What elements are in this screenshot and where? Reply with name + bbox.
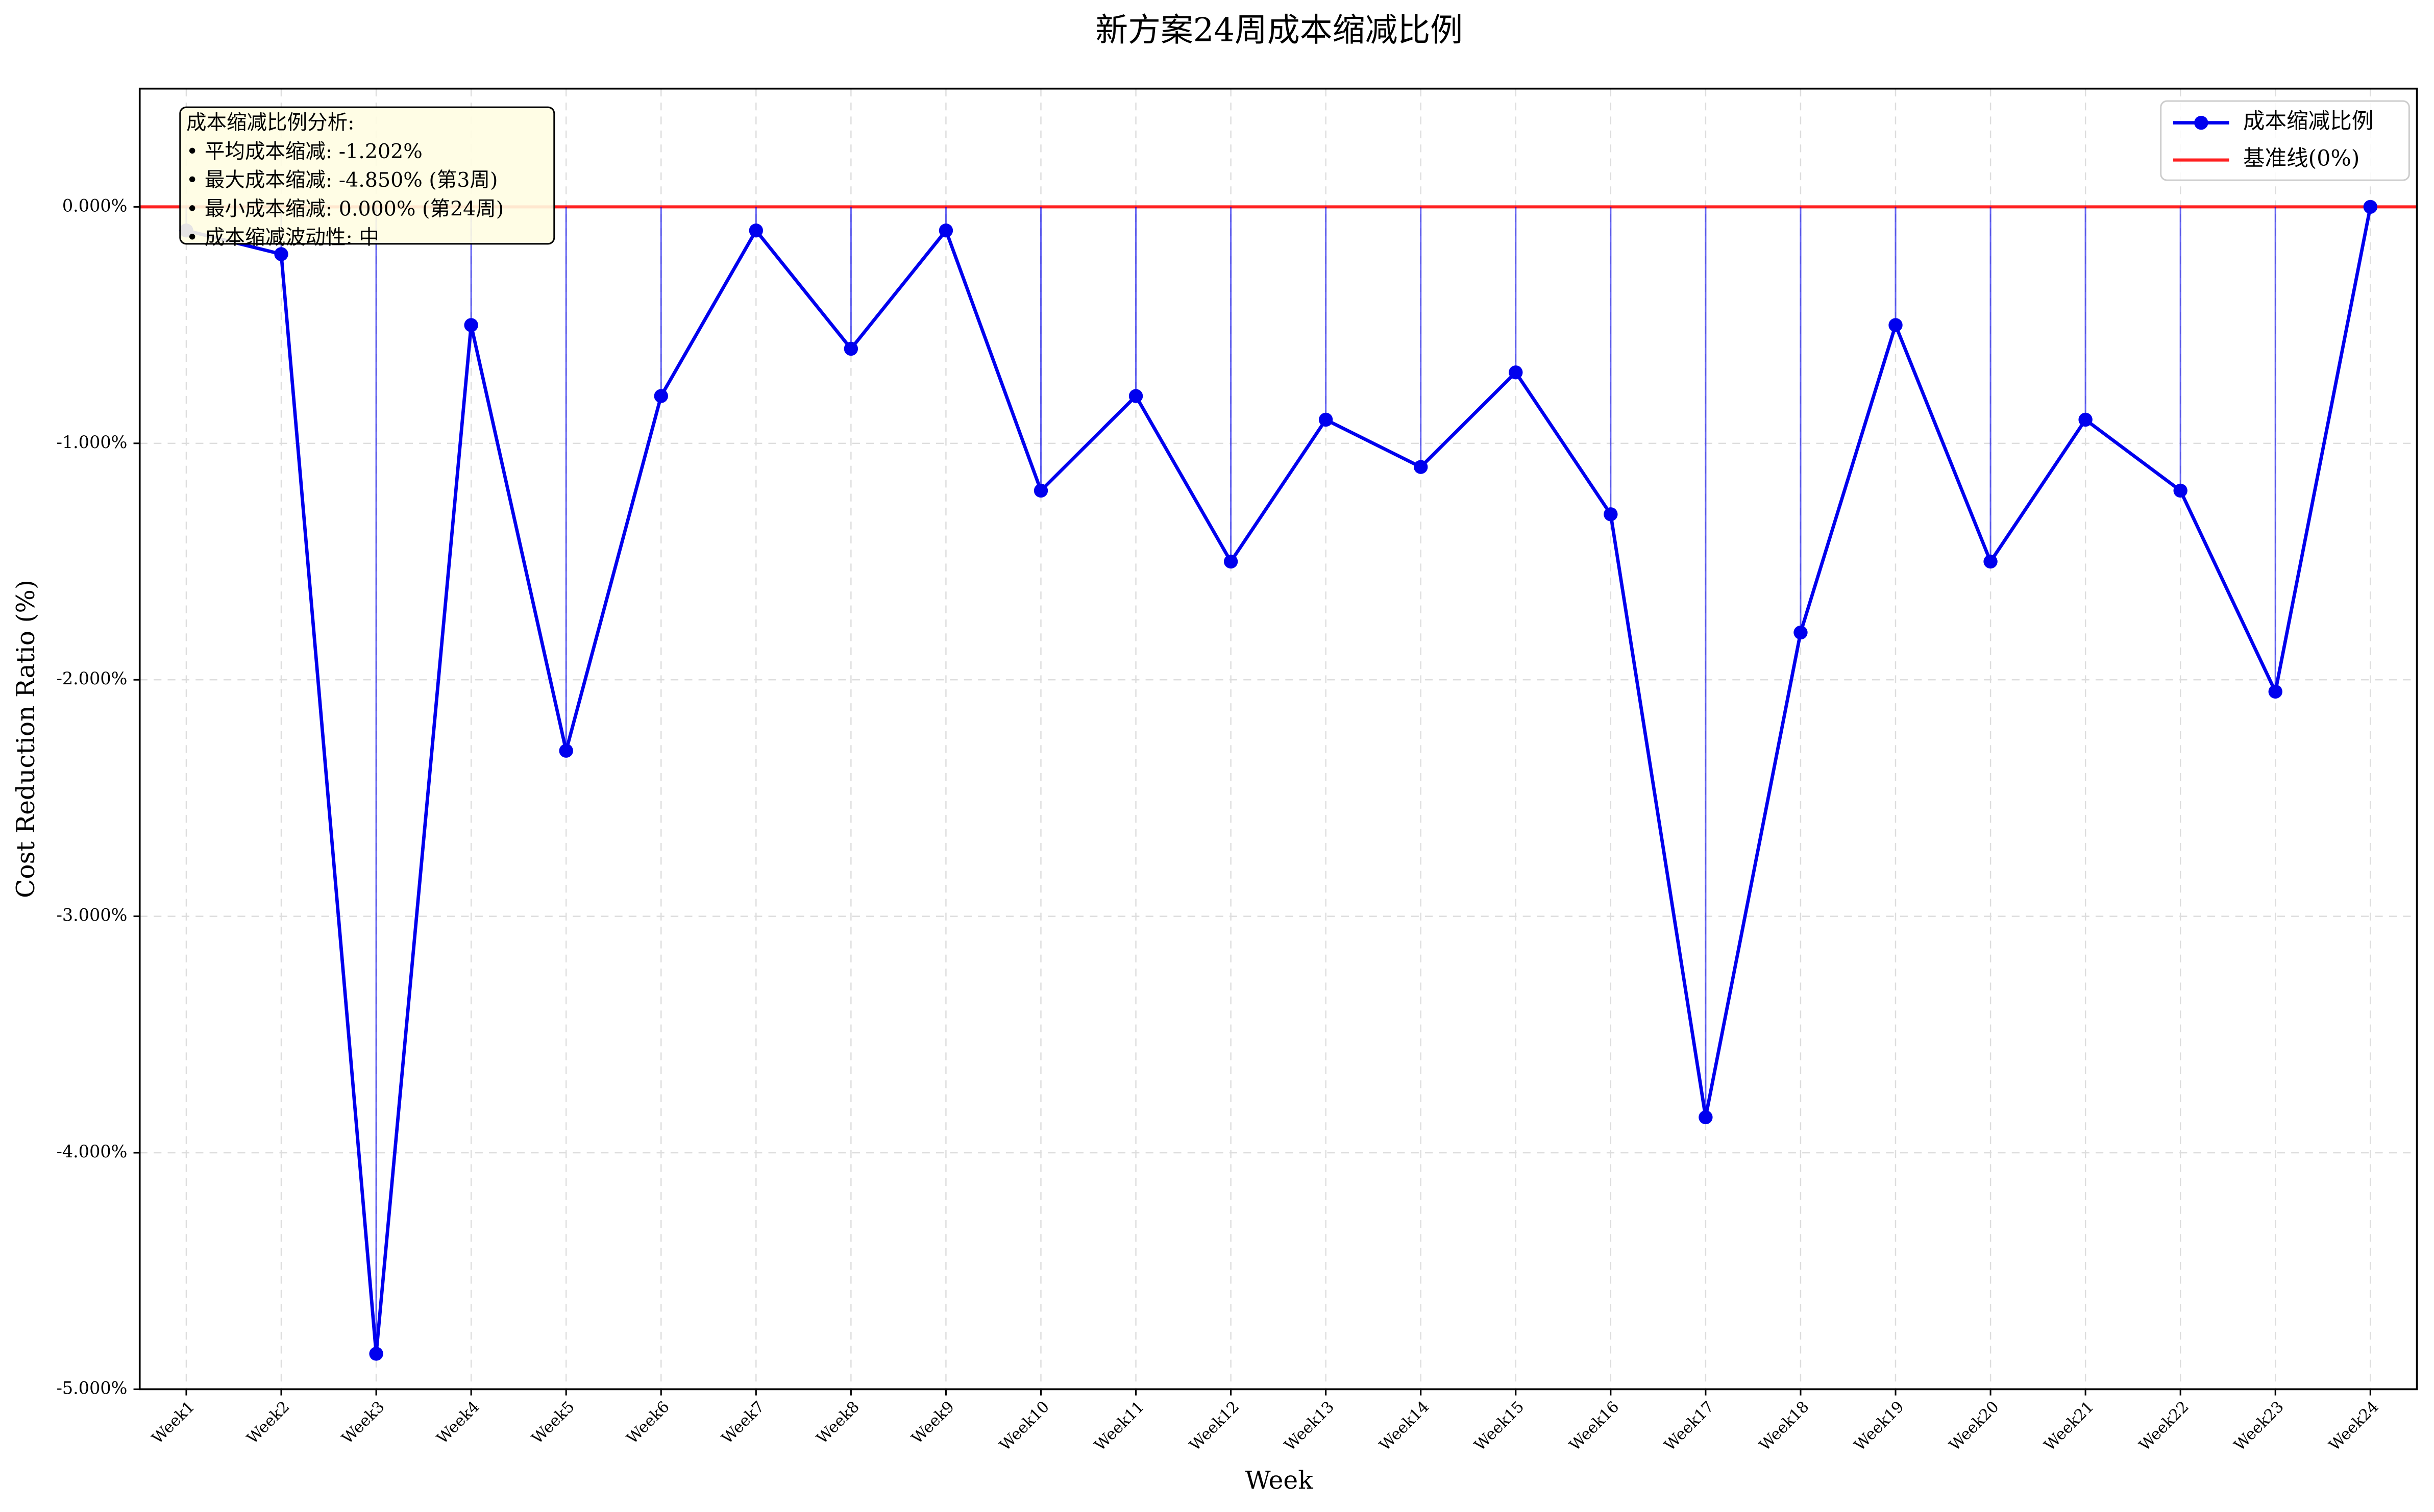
annotation-text: • 最大成本缩减: -4.850% (第3周) (186, 168, 498, 192)
point (1223, 554, 1238, 569)
y-axis-label: Cost Reduction Ratio (%) (12, 580, 40, 898)
point (1318, 412, 1333, 427)
point (274, 247, 288, 261)
point (1034, 483, 1048, 498)
point (2363, 200, 2377, 214)
point (1604, 507, 1618, 522)
annotation-text: 成本缩减比例分析: (186, 111, 354, 135)
legend-label: 基准线(0%) (2243, 146, 2360, 171)
annotation-text: • 最小成本缩减: 0.000% (第24周) (186, 197, 504, 220)
point (749, 224, 764, 238)
point (1414, 460, 1428, 474)
point (939, 224, 953, 238)
point (1888, 318, 1903, 332)
chart-title: 新方案24周成本缩减比例 (1095, 12, 1463, 49)
annotation-text: • 平均成本缩减: -1.202% (186, 140, 423, 163)
point (559, 743, 573, 758)
series-line (186, 206, 2372, 1354)
legend-swatch (2194, 115, 2208, 130)
plot-frame (138, 87, 2418, 1391)
y-tick-label: 0.000% (62, 195, 128, 215)
point (1509, 365, 1523, 380)
point (464, 318, 478, 332)
point (369, 1347, 383, 1361)
y-tick-label: -3.000% (57, 905, 128, 925)
point (1793, 625, 1808, 640)
annotation-text: • 成本缩减波动性: 中 (186, 226, 379, 250)
y-tick-label: -2.000% (57, 668, 128, 688)
point (2173, 483, 2187, 498)
annotation-box (179, 106, 555, 245)
point (844, 341, 858, 356)
y-tick-label: -5.000% (57, 1378, 128, 1398)
point (1699, 1110, 1713, 1125)
y-tick-label: -4.000% (57, 1142, 128, 1161)
point (2078, 412, 2093, 427)
point (1128, 389, 1143, 403)
legend-label: 成本缩减比例 (2243, 109, 2373, 134)
y-tick-label: -1.000% (57, 432, 128, 452)
x-axis-label: Week (1245, 1466, 1314, 1495)
point (654, 389, 668, 403)
point (2268, 684, 2282, 699)
point (1983, 554, 1998, 569)
